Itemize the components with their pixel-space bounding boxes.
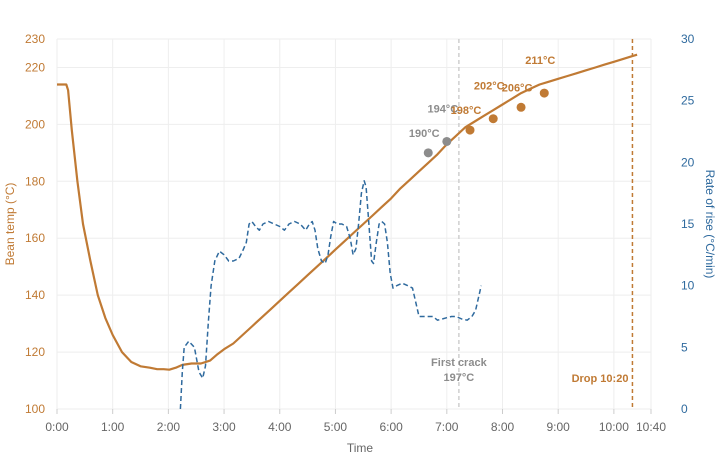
x-tick-label: 3:00 bbox=[212, 420, 236, 434]
x-tick-label: 10:40 bbox=[636, 420, 666, 434]
x-tick-label: 0:00 bbox=[45, 420, 69, 434]
bean-temp-line bbox=[57, 53, 638, 371]
y-left-tick-label: 230 bbox=[25, 32, 45, 46]
milestone-label: 198°C bbox=[451, 105, 482, 117]
grid-lines bbox=[56, 38, 652, 410]
milestone-point bbox=[442, 136, 452, 146]
x-tick-label: 4:00 bbox=[268, 420, 292, 434]
y-left-tick-label: 180 bbox=[25, 174, 45, 188]
first-crack-temp-label: 197°C bbox=[444, 372, 475, 384]
y-left-axis-title: Bean temp (°C) bbox=[3, 183, 17, 266]
milestone-point bbox=[516, 102, 526, 112]
event-markers: First crack 197°C Drop 10:20 bbox=[431, 39, 634, 409]
first-crack-label: First crack bbox=[431, 357, 488, 369]
axes: 0:00 1:00 2:00 3:00 4:00 5:00 6:00 7:00 8:00 9:00… bbox=[3, 32, 717, 455]
x-tick-label: 6:00 bbox=[379, 420, 403, 434]
y-right-tick-label: 15 bbox=[681, 217, 695, 231]
x-tick-label: 5:00 bbox=[324, 420, 348, 434]
x-tick-label: 9:00 bbox=[547, 420, 571, 434]
y-left-tick-label: 220 bbox=[25, 60, 45, 74]
milestone-point bbox=[423, 148, 433, 158]
milestone-point bbox=[488, 114, 498, 124]
x-axis-title: Time bbox=[347, 441, 374, 455]
milestone-label: 206°C bbox=[502, 82, 533, 94]
series-lines bbox=[57, 53, 638, 410]
x-tick-label: 1:00 bbox=[101, 420, 125, 434]
y-left-tick-label: 140 bbox=[25, 288, 45, 302]
rate-of-rise-line bbox=[179, 180, 482, 410]
x-tick-label: 7:00 bbox=[435, 420, 459, 434]
y-right-tick-label: 0 bbox=[681, 402, 688, 416]
y-right-tick-label: 25 bbox=[681, 94, 695, 108]
y-right-axis-title: Rate of rise (°C/min) bbox=[703, 170, 717, 279]
y-right-tick-label: 5 bbox=[681, 340, 688, 354]
y-left-tick-label: 160 bbox=[25, 231, 45, 245]
milestone-label: 194°C bbox=[427, 103, 458, 115]
x-tick-label: 10:00 bbox=[599, 420, 629, 434]
y-right-tick-label: 20 bbox=[681, 155, 695, 169]
milestone-label: 190°C bbox=[409, 128, 440, 140]
milestone-point bbox=[465, 125, 475, 135]
milestone-label: 211°C bbox=[525, 55, 555, 67]
x-tick-label: 2:00 bbox=[157, 420, 181, 434]
milestone-label: 202°C bbox=[474, 81, 505, 93]
x-tick-label: 8:00 bbox=[491, 420, 515, 434]
y-right-tick-label: 30 bbox=[681, 32, 695, 46]
y-left-tick-label: 100 bbox=[25, 402, 45, 416]
y-left-tick-label: 200 bbox=[25, 117, 45, 131]
drop-label: Drop 10:20 bbox=[572, 373, 629, 385]
y-left-tick-label: 120 bbox=[25, 345, 45, 359]
y-right-tick-label: 10 bbox=[681, 279, 695, 293]
milestone-point bbox=[539, 88, 549, 98]
